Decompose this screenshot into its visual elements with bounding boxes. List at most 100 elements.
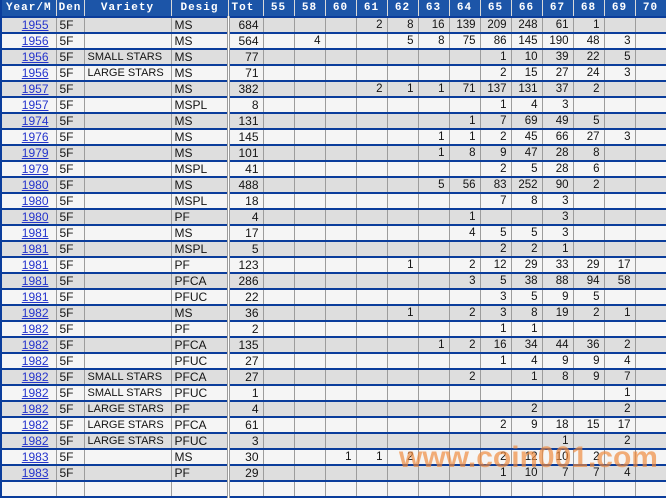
- cell-grade-61: 2: [356, 81, 388, 98]
- cell-grade-66: 8: [511, 305, 543, 322]
- year-link[interactable]: 1974: [21, 114, 49, 128]
- cell-den: 5F: [56, 65, 85, 82]
- cell-desig: PFCA: [171, 337, 229, 354]
- cell-grade-58: [294, 17, 326, 34]
- cell-desig: MS: [171, 305, 229, 322]
- cell-desig: PF: [171, 321, 229, 338]
- cell-den: 5F: [56, 97, 85, 114]
- cell-grade-70: [635, 225, 666, 242]
- cell-grade-70: [635, 97, 666, 114]
- cell-grade-68: [573, 321, 605, 338]
- cell-grade-61: [356, 257, 388, 274]
- cell-grade-67: 3: [542, 97, 574, 114]
- year-link[interactable]: 1955: [21, 18, 49, 32]
- cell-grade-70: [635, 353, 666, 370]
- cell-tot: 22: [226, 289, 264, 306]
- cell-grade-64: [449, 321, 481, 338]
- cell-variety: [84, 209, 172, 226]
- cell-grade-69: [604, 81, 636, 98]
- cell-year: 1956: [1, 33, 57, 50]
- cell-grade-69: 4: [604, 465, 636, 482]
- cell-grade-69: 3: [604, 33, 636, 50]
- cell-grade-67: [542, 321, 574, 338]
- cell-grade-64: 71: [449, 81, 481, 98]
- cell-grade-69: [604, 321, 636, 338]
- cell-grade-65: 16: [480, 337, 512, 354]
- year-link[interactable]: 1981: [21, 274, 49, 288]
- cell-grade-69: 58: [604, 273, 636, 290]
- year-link[interactable]: 1982: [21, 402, 49, 416]
- year-link[interactable]: 1957: [21, 82, 49, 96]
- cell-grade-67: 49: [542, 113, 574, 130]
- cell-variety: LARGE STARS: [84, 433, 172, 450]
- cell-grade-69: [604, 449, 636, 466]
- cell-grade-62: [387, 177, 419, 194]
- cell-grade-63: [418, 385, 450, 402]
- cell-grade-61: [356, 465, 388, 482]
- cell-variety: SMALL STARS: [84, 369, 172, 386]
- cell-grade-55: [263, 257, 295, 274]
- cell-tot: 77: [226, 49, 264, 66]
- cell-grade-58: [294, 97, 326, 114]
- cell-grade-67: 3: [542, 225, 574, 242]
- cell-empty: [84, 481, 172, 498]
- cell-desig: MS: [171, 225, 229, 242]
- year-link[interactable]: 1982: [21, 386, 49, 400]
- cell-grade-69: 5: [604, 49, 636, 66]
- year-link[interactable]: 1980: [21, 194, 49, 208]
- cell-grade-55: [263, 433, 295, 450]
- year-link[interactable]: 1983: [21, 450, 49, 464]
- year-link[interactable]: 1982: [21, 434, 49, 448]
- cell-grade-64: 1: [449, 209, 481, 226]
- cell-grade-55: [263, 417, 295, 434]
- year-link[interactable]: 1976: [21, 130, 49, 144]
- year-link[interactable]: 1956: [21, 34, 49, 48]
- cell-grade-63: 1: [418, 337, 450, 354]
- cell-grade-55: [263, 305, 295, 322]
- cell-grade-67: [542, 385, 574, 402]
- year-link[interactable]: 1983: [21, 466, 49, 480]
- cell-empty: [480, 481, 512, 498]
- year-link[interactable]: 1979: [21, 162, 49, 176]
- cell-grade-55: [263, 17, 295, 34]
- year-link[interactable]: 1982: [21, 354, 49, 368]
- cell-grade-62: [387, 385, 419, 402]
- year-link[interactable]: 1981: [21, 226, 49, 240]
- cell-grade-67: 18: [542, 417, 574, 434]
- year-link[interactable]: 1982: [21, 322, 49, 336]
- year-link[interactable]: 1982: [21, 306, 49, 320]
- cell-grade-67: 37: [542, 81, 574, 98]
- year-link[interactable]: 1982: [21, 370, 49, 384]
- cell-desig: MS: [171, 129, 229, 146]
- cell-grade-61: [356, 193, 388, 210]
- year-link[interactable]: 1981: [21, 258, 49, 272]
- year-link[interactable]: 1980: [21, 210, 49, 224]
- cell-grade-66: 38: [511, 273, 543, 290]
- cell-den: 5F: [56, 81, 85, 98]
- cell-grade-55: [263, 129, 295, 146]
- year-link[interactable]: 1956: [21, 50, 49, 64]
- cell-grade-64: 3: [449, 273, 481, 290]
- cell-grade-64: [449, 161, 481, 178]
- cell-grade-60: [325, 145, 357, 162]
- cell-grade-58: [294, 65, 326, 82]
- year-link[interactable]: 1979: [21, 146, 49, 160]
- year-link[interactable]: 1956: [21, 66, 49, 80]
- table-row: 1980 5F MS 488 5 56 83 252 90 2: [1, 177, 666, 194]
- year-link[interactable]: 1982: [21, 418, 49, 432]
- cell-grade-61: [356, 113, 388, 130]
- year-link[interactable]: 1982: [21, 338, 49, 352]
- cell-variety: [84, 177, 172, 194]
- cell-grade-64: 8: [449, 145, 481, 162]
- cell-tot: 2: [226, 321, 264, 338]
- year-link[interactable]: 1981: [21, 242, 49, 256]
- cell-desig: MSPL: [171, 97, 229, 114]
- cell-grade-68: 9: [573, 369, 605, 386]
- cell-grade-67: 28: [542, 145, 574, 162]
- year-link[interactable]: 1980: [21, 178, 49, 192]
- cell-grade-65: 2: [480, 417, 512, 434]
- cell-grade-66: 47: [511, 145, 543, 162]
- cell-grade-70: [635, 33, 666, 50]
- year-link[interactable]: 1981: [21, 290, 49, 304]
- year-link[interactable]: 1957: [21, 98, 49, 112]
